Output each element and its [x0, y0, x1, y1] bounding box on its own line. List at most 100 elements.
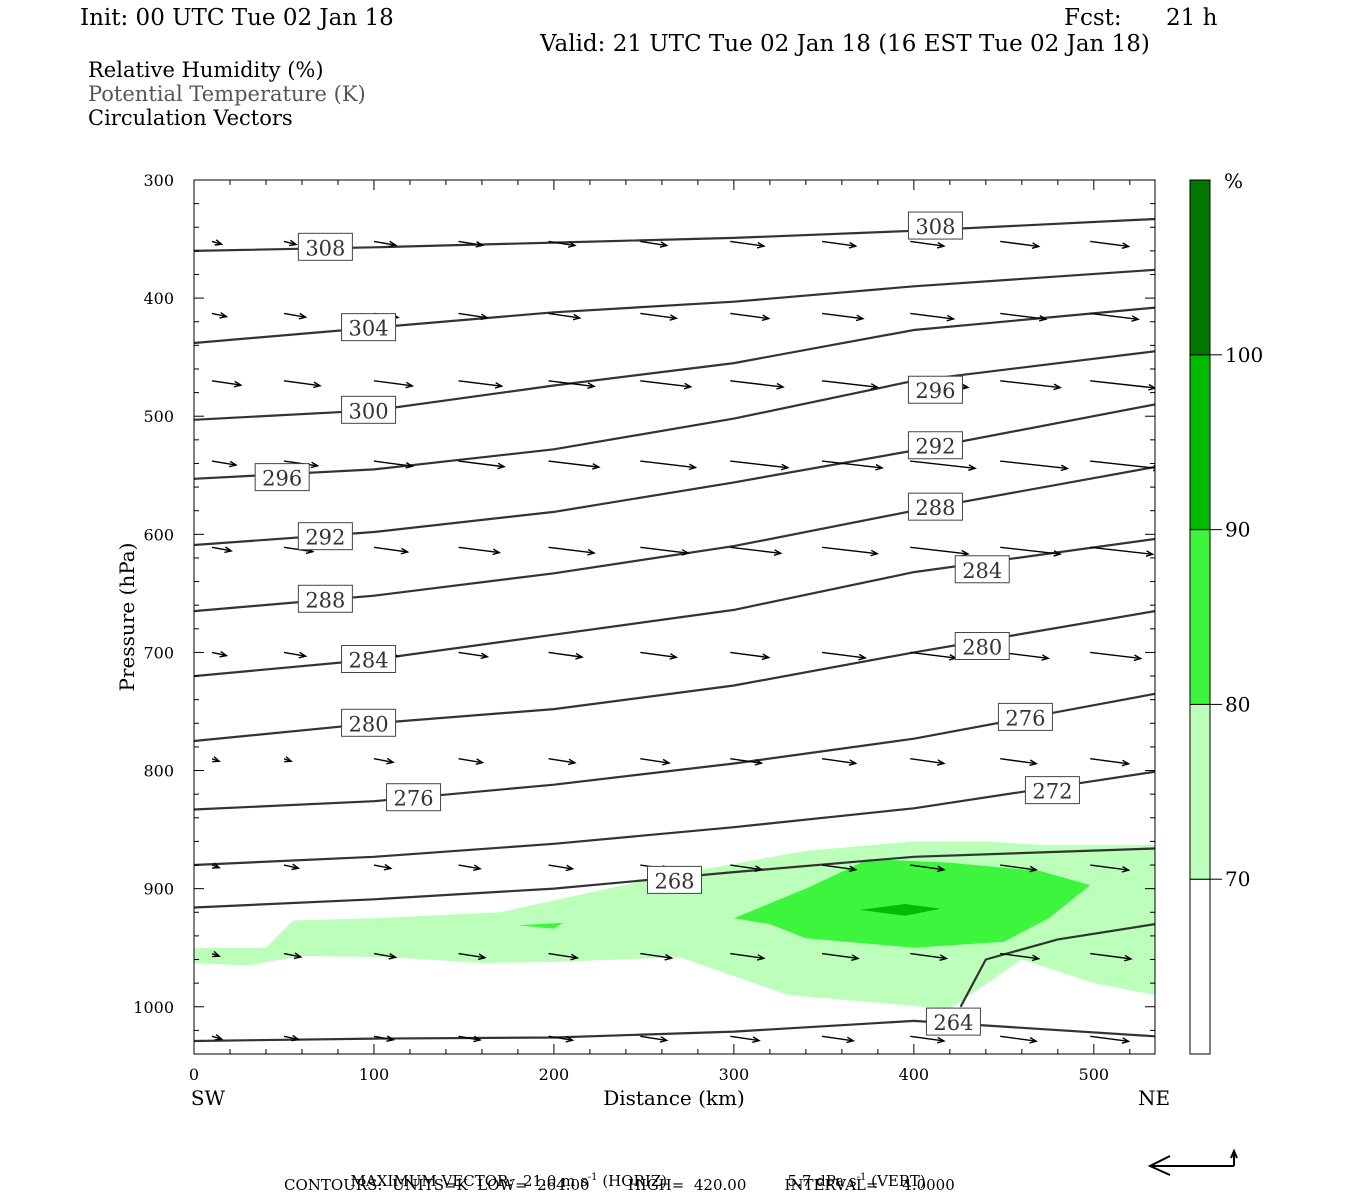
- vector-arrowhead: [1124, 954, 1133, 962]
- vector-arrowhead: [1121, 242, 1131, 249]
- contour-label-text: 264: [933, 1011, 973, 1035]
- vector-arrowhead: [946, 314, 956, 322]
- axis-ticks: 300 400 500 600 700 800 900 1000 0 100 200 300 400 50…: [133, 171, 1155, 1084]
- vector-arrow: [458, 460, 505, 468]
- valid-time: Valid: 21 UTC Tue 02 Jan 18 (16 EST Tue …: [540, 31, 1150, 57]
- contour-label-box: [297, 232, 353, 261]
- vector-arrow: [910, 460, 976, 469]
- contour-label-box: [341, 708, 397, 737]
- contour-label-288: 288: [297, 584, 353, 613]
- vector-arrowhead: [858, 653, 868, 661]
- vector-arrow: [373, 546, 408, 553]
- x-tick-label: 0: [189, 1065, 199, 1084]
- ne-label: NE: [1138, 1086, 1170, 1110]
- contour-label-box: [954, 632, 1010, 661]
- vector-arrow: [910, 758, 944, 765]
- contour-label-280: 280: [954, 632, 1010, 661]
- x-tick-label: 400: [899, 1065, 930, 1084]
- contour-label-text: 276: [394, 787, 434, 811]
- contour-label-box: [907, 492, 963, 521]
- contour-label-268: 268: [647, 865, 702, 894]
- vector-arrowhead: [968, 464, 977, 471]
- contour-label-296: 296: [254, 463, 310, 492]
- contours-info: CONTOURS: UNITS=K LOW= 264.00 HIGH= 420.…: [284, 1176, 955, 1194]
- contour-label-box: [907, 211, 963, 240]
- vector-arrow: [730, 952, 764, 959]
- vector-arrowhead: [492, 548, 502, 556]
- y-tick-label: 500: [143, 407, 174, 426]
- vector-arrowhead: [475, 758, 485, 765]
- contour-label-300: 300: [341, 395, 397, 424]
- vector-arrow: [821, 758, 856, 765]
- vector-arrowhead: [659, 1036, 669, 1043]
- vector-arrowhead: [570, 953, 580, 961]
- vector-arrow: [730, 864, 762, 871]
- vector-arrow: [910, 546, 968, 555]
- vector-arrowhead: [212, 756, 221, 763]
- contour-label-304: 304: [341, 313, 397, 342]
- contour-label-text: 284: [349, 649, 389, 673]
- vector-arrow: [821, 312, 863, 320]
- vector-arrow: [640, 651, 677, 659]
- vector-arrow: [821, 864, 856, 871]
- vector-arrow: [730, 1035, 760, 1042]
- vector-arrow: [458, 1035, 481, 1041]
- contour-labels: 308 308 304 300 296 296 292 292 288 288 284 284 280 2…: [254, 211, 1080, 1036]
- contour-label-box: [297, 584, 353, 613]
- colorbar-segment-80: [1189, 529, 1211, 705]
- vector-arrow: [1090, 864, 1129, 871]
- vector-arrow: [211, 312, 227, 318]
- vector-arrowhead: [936, 759, 946, 766]
- vector-arrowhead: [405, 461, 415, 469]
- vector-arrowhead: [291, 863, 301, 871]
- legend-potential-temperature: Potential Temperature (K): [88, 82, 366, 106]
- vector-arrowhead: [669, 314, 679, 321]
- contour-label-276: 276: [386, 783, 442, 812]
- y-axis-label: Pressure (hPa): [115, 543, 139, 692]
- vector-arrow: [548, 312, 580, 319]
- vector-arrowhead: [405, 381, 415, 389]
- vector-arrow: [910, 651, 956, 659]
- contour-label-284: 284: [341, 645, 397, 674]
- colorbar: 70 80 90 100: [1189, 179, 1263, 1055]
- vector-arrow: [458, 758, 483, 764]
- vector-arrow: [1090, 312, 1139, 320]
- vector-arrowhead: [669, 653, 679, 660]
- vector-arrowhead: [936, 1036, 946, 1044]
- contour-label-text: 268: [654, 869, 694, 893]
- vector-arrowhead: [1031, 242, 1041, 249]
- y-tick-label: 1000: [133, 998, 174, 1017]
- y-tick-label: 800: [143, 762, 174, 781]
- vector-arrowhead: [688, 463, 698, 471]
- vector-arrowhead: [1145, 550, 1155, 557]
- vector-arrow: [458, 864, 481, 870]
- contour-label-box: [907, 375, 963, 404]
- vector-arrow: [821, 240, 856, 247]
- colorbar-segment-below-70: [1189, 878, 1211, 1055]
- contour-label-284: 284: [954, 555, 1010, 584]
- vector-arrow: [640, 952, 672, 959]
- contour-label-text: 280: [349, 712, 389, 736]
- contour-label-292: 292: [907, 431, 963, 460]
- vector-arrowhead: [754, 865, 764, 872]
- x-tick-label: 300: [719, 1065, 750, 1084]
- contour-label-text: 288: [305, 588, 345, 612]
- vector-arrowhead: [939, 954, 949, 961]
- vector-arrow: [910, 240, 944, 247]
- vector-arrow: [458, 651, 488, 658]
- vector-arrow: [640, 312, 677, 320]
- vector-arrowhead: [473, 864, 482, 871]
- vector-arrow: [548, 952, 578, 959]
- rh-region-80: [733, 859, 1091, 948]
- vert-vector-line: 5.7 dPa s-1 (VERT): [778, 1158, 926, 1189]
- contour-label-288: 288: [907, 492, 963, 521]
- contour-label-box: [954, 555, 1010, 584]
- vector-arrowhead: [284, 756, 293, 763]
- vector-arrow: [458, 380, 502, 387]
- x-axis-label: Distance (km): [603, 1086, 745, 1110]
- vector-arrowhead: [752, 1036, 761, 1043]
- y-tick-label: 900: [143, 880, 174, 899]
- y-tick-label: 400: [143, 289, 174, 308]
- vector-arrowhead: [400, 547, 410, 555]
